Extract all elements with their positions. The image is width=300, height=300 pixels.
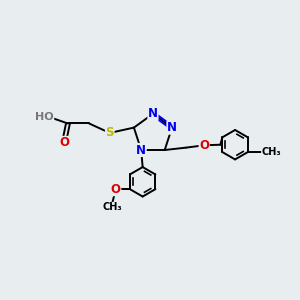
Text: CH₃: CH₃ [102, 202, 122, 212]
Text: N: N [136, 143, 146, 157]
Text: O: O [111, 183, 121, 196]
Text: O: O [59, 136, 69, 149]
Text: HO: HO [35, 112, 54, 122]
Text: N: N [148, 107, 158, 120]
Text: S: S [106, 126, 114, 140]
Text: CH₃: CH₃ [262, 147, 281, 157]
Text: O: O [199, 139, 209, 152]
Text: N: N [167, 121, 177, 134]
